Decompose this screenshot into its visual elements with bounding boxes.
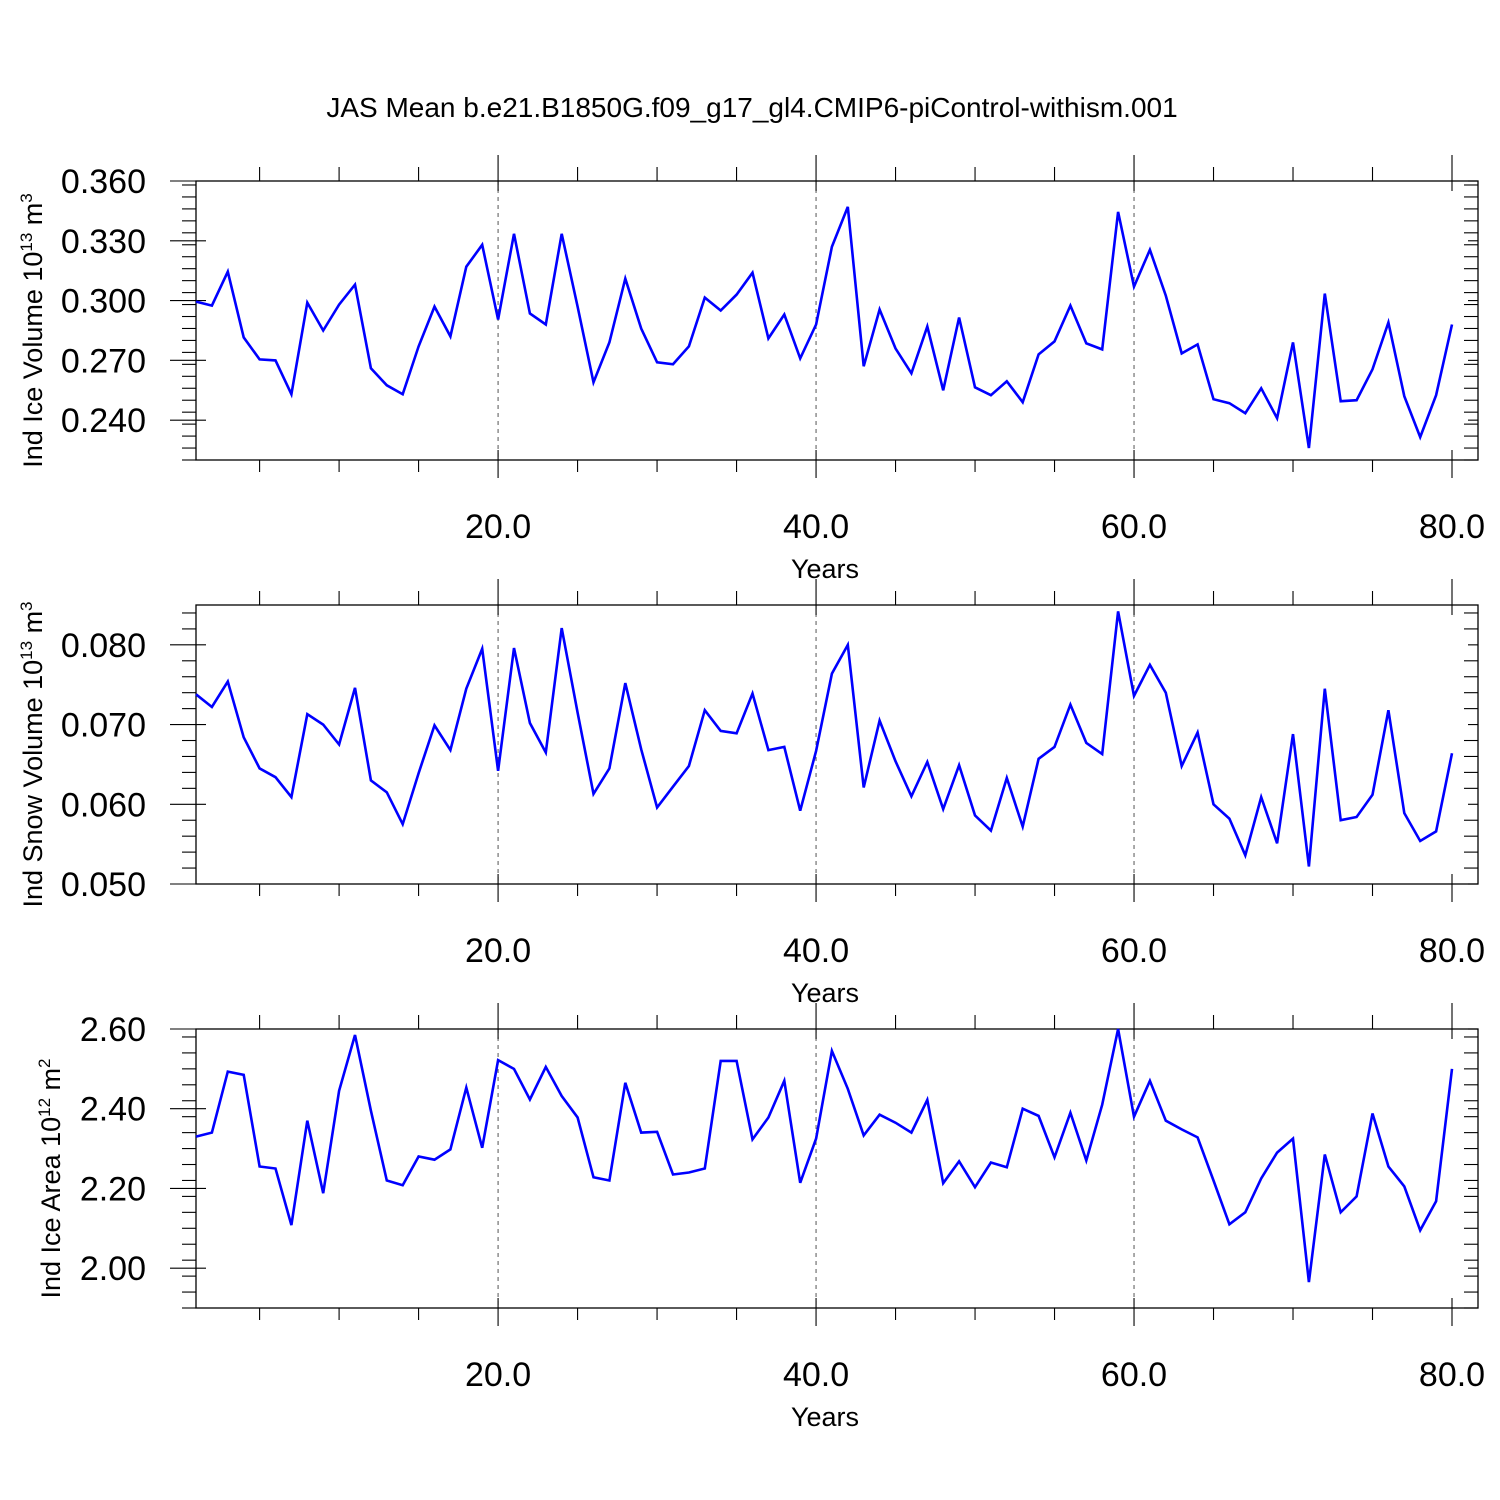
chart-panel: 20.0 40.0 60.0 80.0 2.00 2.20 2.40 2.60 Years Ind… (35, 1003, 1485, 1432)
x-tick-label: 40.0 (783, 932, 849, 970)
y-tick-label: 0.240 (61, 402, 146, 440)
x-tick-label: 20.0 (465, 1356, 531, 1394)
figure-title: JAS Mean b.e21.B1850G.f09_g17_gl4.CMIP6-… (326, 92, 1177, 123)
y-tick-label: 0.080 (61, 627, 146, 665)
y-tick-label: 0.330 (61, 223, 146, 261)
y-axis-title: Ind Snow Volume 1013 m3 (17, 601, 48, 907)
x-tick-label: 60.0 (1101, 1356, 1167, 1394)
y-axis-label: Ind Ice Volume 10 (18, 252, 48, 468)
plot-frame (195, 1028, 1479, 1309)
y-axis-unit-exponent: 13 (17, 641, 36, 660)
y-axis-unit-exponent: 2 (35, 1058, 54, 1067)
y-axis-unit: m (18, 611, 48, 641)
x-axis-title: Years (791, 1402, 859, 1432)
y-axis-unit-exponent: 3 (17, 193, 36, 202)
x-tick-label: 60.0 (1101, 508, 1167, 546)
y-tick-label: 0.300 (61, 283, 146, 321)
y-axis-title: Ind Ice Area 1012 m2 (35, 1058, 66, 1298)
x-tick-label: 40.0 (783, 1356, 849, 1394)
x-tick-label: 60.0 (1101, 932, 1167, 970)
plot-frame (195, 180, 1479, 461)
y-axis-label: Ind Ice Area 10 (36, 1117, 66, 1299)
x-tick-label: 20.0 (465, 932, 531, 970)
chart-panel: 20.0 40.0 60.0 80.0 0.050 0.060 0.070 0.080 Year… (17, 579, 1485, 1008)
y-axis-unit-exponent: 13 (17, 233, 36, 252)
y-tick-label: 0.070 (61, 707, 146, 745)
y-axis-unit: m (36, 1068, 66, 1098)
y-tick-label: 2.00 (80, 1250, 146, 1288)
y-axis-unit-exponent: 3 (17, 601, 36, 610)
x-tick-label: 80.0 (1419, 932, 1485, 970)
x-tick-label: 40.0 (783, 508, 849, 546)
x-tick-label: 80.0 (1419, 508, 1485, 546)
x-axis-title: Years (791, 978, 859, 1008)
y-axis-unit-exponent: 12 (35, 1098, 54, 1117)
y-tick-label: 0.060 (61, 786, 146, 824)
y-axis-title: Ind Ice Volume 1013 m3 (17, 193, 48, 468)
y-tick-label: 0.270 (61, 342, 146, 380)
y-axis-label: Ind Snow Volume 10 (18, 660, 48, 908)
chart-panel: 20.0 40.0 60.0 80.0 0.240 0.270 0.300 0.330 0.36… (17, 155, 1485, 584)
panels: 20.0 40.0 60.0 80.0 0.240 0.270 0.300 0.330 0.36… (17, 155, 1485, 1432)
x-tick-label: 20.0 (465, 508, 531, 546)
plot-frame (195, 604, 1479, 885)
x-axis-title: Years (791, 554, 859, 584)
series-line (195, 611, 1454, 867)
y-axis-unit: m (18, 203, 48, 233)
y-tick-label: 0.050 (61, 866, 146, 904)
y-tick-label: 2.60 (80, 1011, 146, 1049)
y-tick-label: 0.360 (61, 163, 146, 201)
y-tick-label: 2.20 (80, 1170, 146, 1208)
x-tick-label: 80.0 (1419, 1356, 1485, 1394)
series-line (195, 1028, 1454, 1283)
series-line (195, 206, 1454, 449)
y-tick-label: 2.40 (80, 1091, 146, 1129)
